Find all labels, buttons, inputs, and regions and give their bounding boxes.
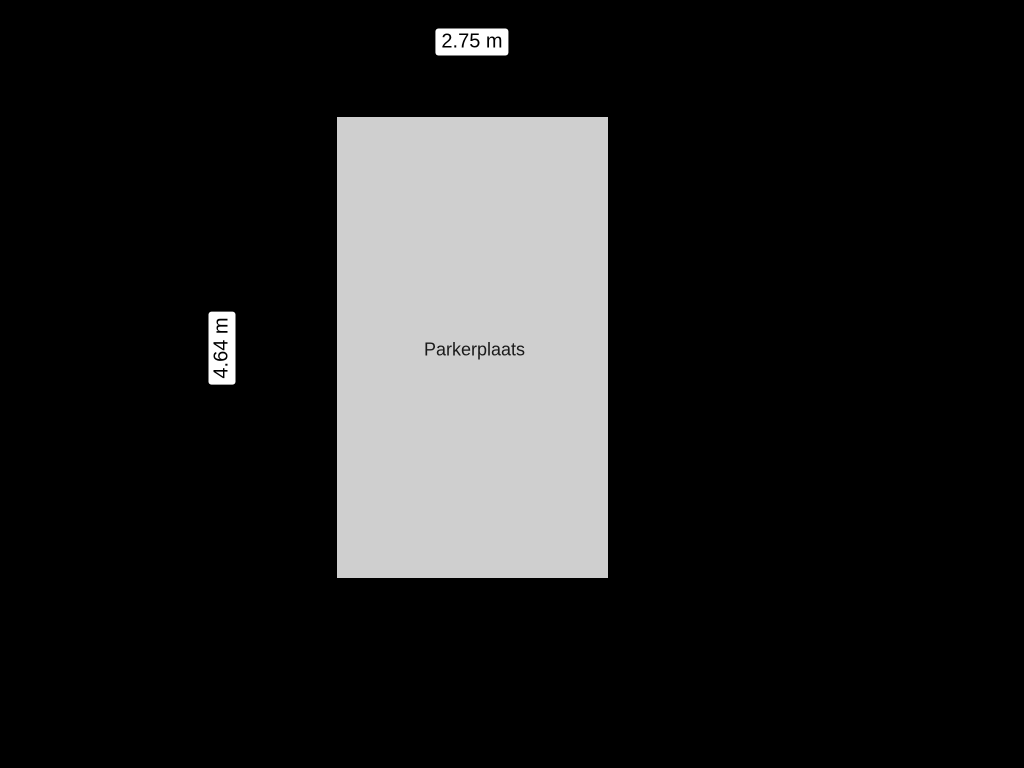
dimension-width-label: 2.75 m — [435, 29, 508, 56]
room-parkerplaats: Parkerplaats — [335, 115, 610, 580]
dimension-height-label: 4.64 m — [209, 311, 236, 384]
floorplan-canvas: Parkerplaats 2.75 m 4.64 m — [0, 0, 1024, 768]
room-label: Parkerplaats — [424, 339, 525, 360]
